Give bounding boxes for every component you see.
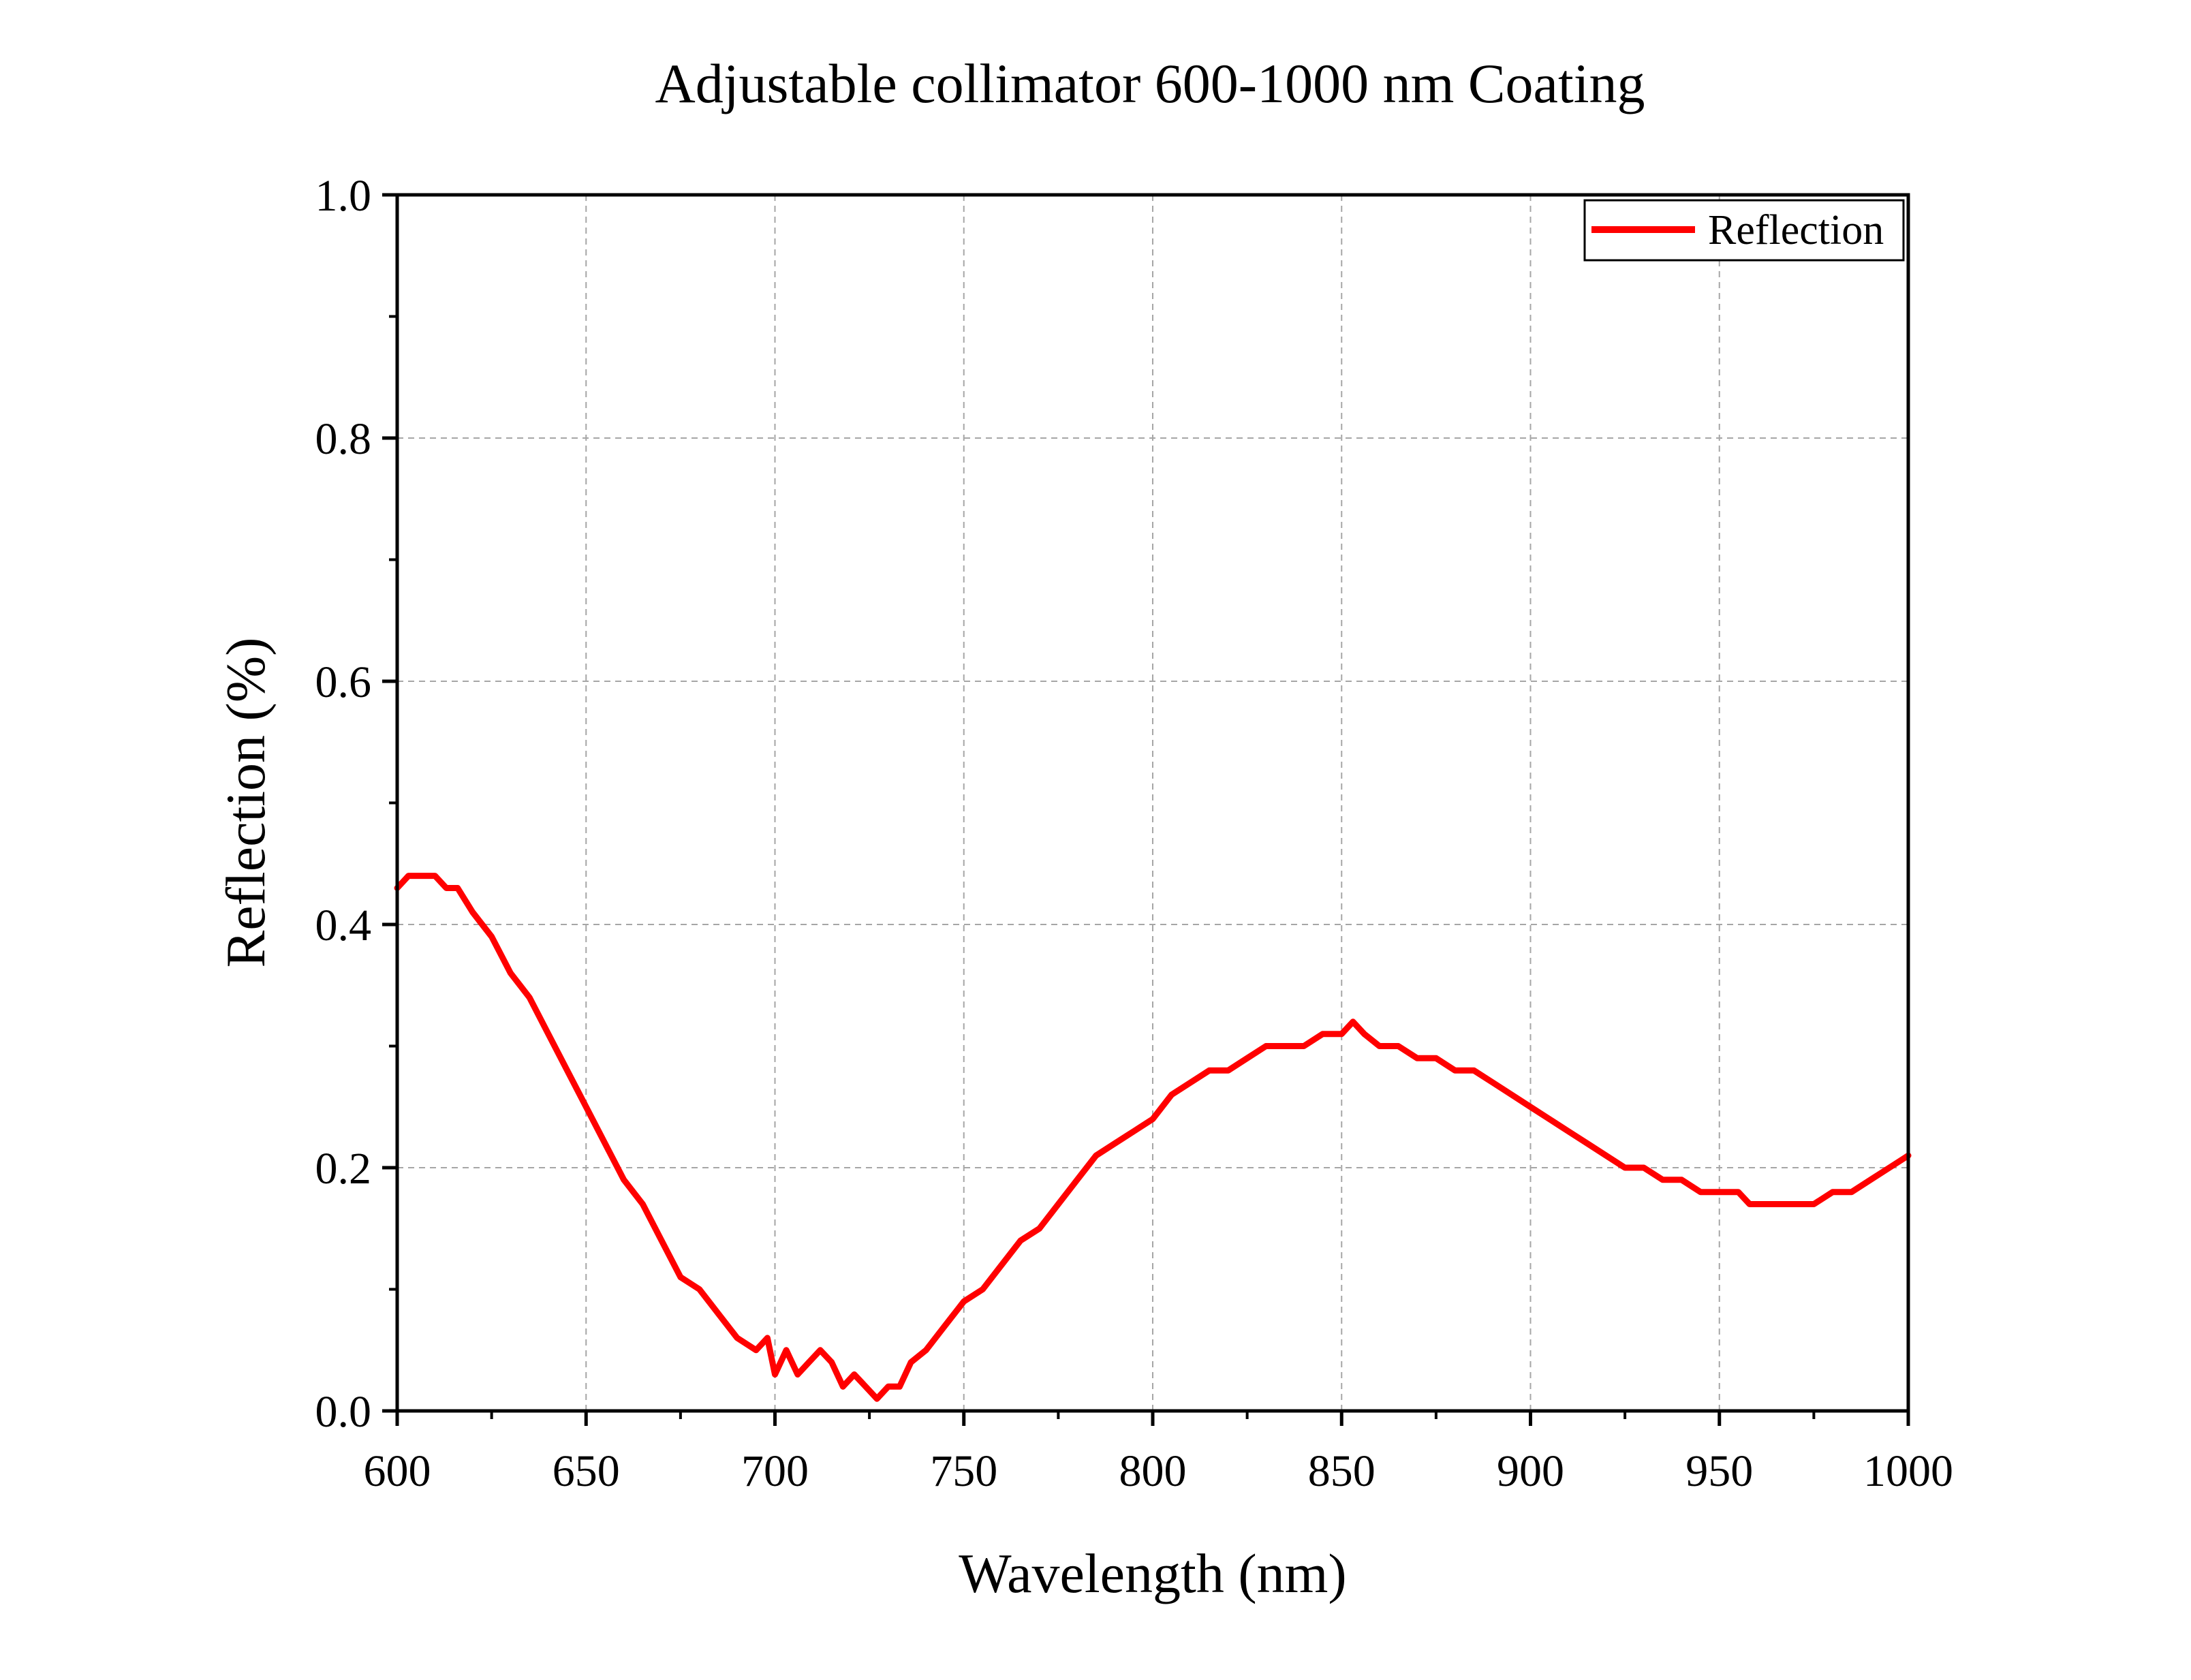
grid-lines [397,195,1908,1411]
legend-label-reflection: Reflection [1708,207,1884,253]
y-tick-label: 0.2 [315,1144,372,1194]
y-tick-label: 0.4 [315,901,372,950]
y-tick-label: 0.6 [315,657,372,707]
x-tick-label: 600 [364,1446,431,1496]
x-axis-ticks: 600 650 700 750 800 850 900 950 1000 [364,1411,1953,1496]
series-line-reflection [394,873,1912,1402]
x-axis-label: Wavelength (nm) [959,1542,1346,1604]
x-tick-label: 650 [553,1446,620,1496]
y-tick-label: 1.0 [315,171,372,221]
x-tick-label: 800 [1119,1446,1187,1496]
x-tick-label: 850 [1308,1446,1376,1496]
y-tick-label: 0.0 [315,1387,372,1437]
x-tick-label: 700 [741,1446,809,1496]
y-tick-label: 0.8 [315,414,372,464]
chart-title: Adjustable collimator 600-1000 nm Coatin… [655,52,1645,114]
legend: Reflection [1583,199,1905,262]
x-tick-label: 1000 [1863,1446,1953,1496]
y-axis-label: Reflection (%) [215,638,277,968]
y-axis-ticks: 0.0 0.2 0.4 0.6 0.8 1.0 [315,171,397,1437]
x-tick-label: 950 [1685,1446,1753,1496]
series-layer [394,873,1912,1402]
plot-area-frame [395,193,1910,1413]
x-tick-label: 900 [1497,1446,1564,1496]
x-tick-label: 750 [930,1446,997,1496]
